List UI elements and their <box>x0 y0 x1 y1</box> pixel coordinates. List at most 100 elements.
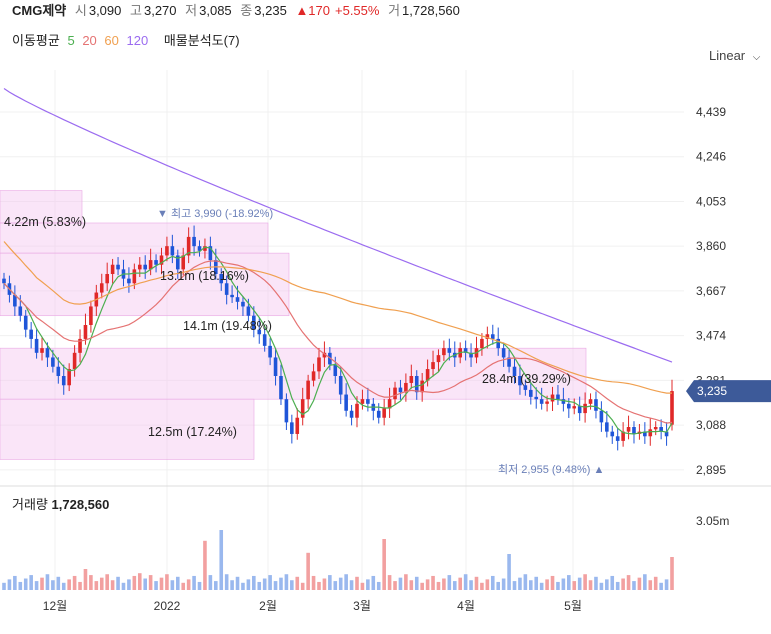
volume-title-value: 1,728,560 <box>51 497 110 512</box>
volume-bar <box>230 580 234 590</box>
volume-bar <box>398 577 403 590</box>
volume-bar <box>360 582 365 590</box>
candle-body <box>496 338 501 349</box>
ma20-line <box>3 260 673 424</box>
candle-body <box>105 274 109 284</box>
x-tick-label: 2월 <box>259 599 277 613</box>
volume-bar <box>186 579 191 590</box>
high-value: 3,270 <box>143 3 177 18</box>
volume-bar <box>7 579 12 590</box>
volume-bar <box>67 579 71 590</box>
candle-body <box>561 399 566 404</box>
volume-bar <box>594 576 598 590</box>
candle-body <box>420 380 424 393</box>
candle-body <box>594 399 598 411</box>
candle-body <box>127 278 131 284</box>
candle-body <box>387 399 392 409</box>
volume-value: 1,728,560 <box>402 3 460 18</box>
volume-bar <box>436 581 441 590</box>
volume-bar <box>366 579 370 590</box>
volume-bar <box>143 578 148 590</box>
ma5-label[interactable]: 5 <box>67 33 75 48</box>
volume-bar <box>121 582 126 590</box>
volume-bar <box>89 575 93 590</box>
candle-body <box>2 278 6 284</box>
volume-axis-label: 3.05m <box>696 514 729 528</box>
candle-body <box>572 406 577 409</box>
volume-bar <box>599 582 604 590</box>
candle-body <box>181 255 186 270</box>
volume-profile-label: 13.1m (18.16%) <box>160 269 249 283</box>
volume-bar <box>588 580 593 590</box>
candle-body <box>83 325 88 339</box>
volume-bar <box>262 578 267 590</box>
candle-body <box>159 255 164 265</box>
volume-profile-label: 12.5m (17.24%) <box>148 425 237 439</box>
candle-body <box>485 334 490 339</box>
candle-body <box>219 274 224 284</box>
volume-bar <box>56 576 61 590</box>
open-label: 시 <box>74 3 87 18</box>
volume-profile-bar <box>0 398 255 460</box>
volume-bar <box>404 574 408 590</box>
volume-profile-bar <box>0 222 269 254</box>
volume-bar <box>610 575 615 590</box>
candle-body <box>442 348 446 356</box>
candle-body <box>534 396 539 400</box>
volume-bar <box>567 575 571 590</box>
volume-bar <box>306 552 310 590</box>
volume-bar <box>605 579 609 590</box>
candle-body <box>67 369 71 386</box>
high-annotation: ▼ 최고 3,990 (-18.92%) <box>157 207 273 220</box>
volume-bar <box>659 582 663 590</box>
scale-dropdown[interactable]: Linear ⌵ <box>709 48 760 63</box>
volume-bar <box>496 581 501 590</box>
candle-body <box>648 429 653 437</box>
candle-body <box>295 417 300 434</box>
volume-bar <box>23 578 28 590</box>
candle-body <box>132 269 137 284</box>
volume-bar <box>170 580 175 590</box>
volume-bar <box>148 575 153 590</box>
volume-bar <box>214 581 218 590</box>
candle-body <box>165 246 169 256</box>
ma120-label[interactable]: 120 <box>126 33 149 48</box>
candle-body <box>545 401 549 404</box>
candle-body <box>414 376 419 393</box>
volume-bar <box>371 575 376 590</box>
volume-bar <box>621 578 625 590</box>
volume-bar <box>637 577 642 590</box>
volume-bar <box>512 581 517 590</box>
volume-bar <box>414 576 419 590</box>
volume-bar <box>300 582 305 590</box>
volume-bar <box>132 575 137 590</box>
close-label: 종 <box>240 3 253 18</box>
ma20-label[interactable]: 20 <box>82 33 97 48</box>
candle-body <box>632 427 636 434</box>
ma60-label[interactable]: 60 <box>104 33 119 48</box>
candle-body <box>398 387 403 393</box>
volume-bar <box>485 579 490 590</box>
candle-body <box>116 264 120 270</box>
volume-bar <box>83 569 88 590</box>
volume-bar <box>137 573 142 590</box>
volume-bar <box>420 582 424 590</box>
candle-body <box>409 376 414 383</box>
volume-bar <box>670 557 674 590</box>
volume-bar <box>197 581 202 590</box>
y-tick-label: 4,246 <box>696 150 726 164</box>
candle-body <box>78 338 82 353</box>
volume-bar <box>219 530 224 590</box>
volume-profile-toggle[interactable]: 매물분석도(7) <box>163 33 240 48</box>
volume-bar <box>382 539 386 590</box>
volume-profile-label: 4.22m (5.83%) <box>4 215 86 229</box>
candle-body <box>230 294 234 298</box>
candle-body <box>197 246 202 251</box>
candle-body <box>186 236 191 256</box>
volume-bar <box>550 575 555 590</box>
volume-bar <box>442 578 446 590</box>
volume-bar <box>583 574 587 590</box>
volume-bar <box>78 581 82 590</box>
candle-body <box>13 294 17 307</box>
